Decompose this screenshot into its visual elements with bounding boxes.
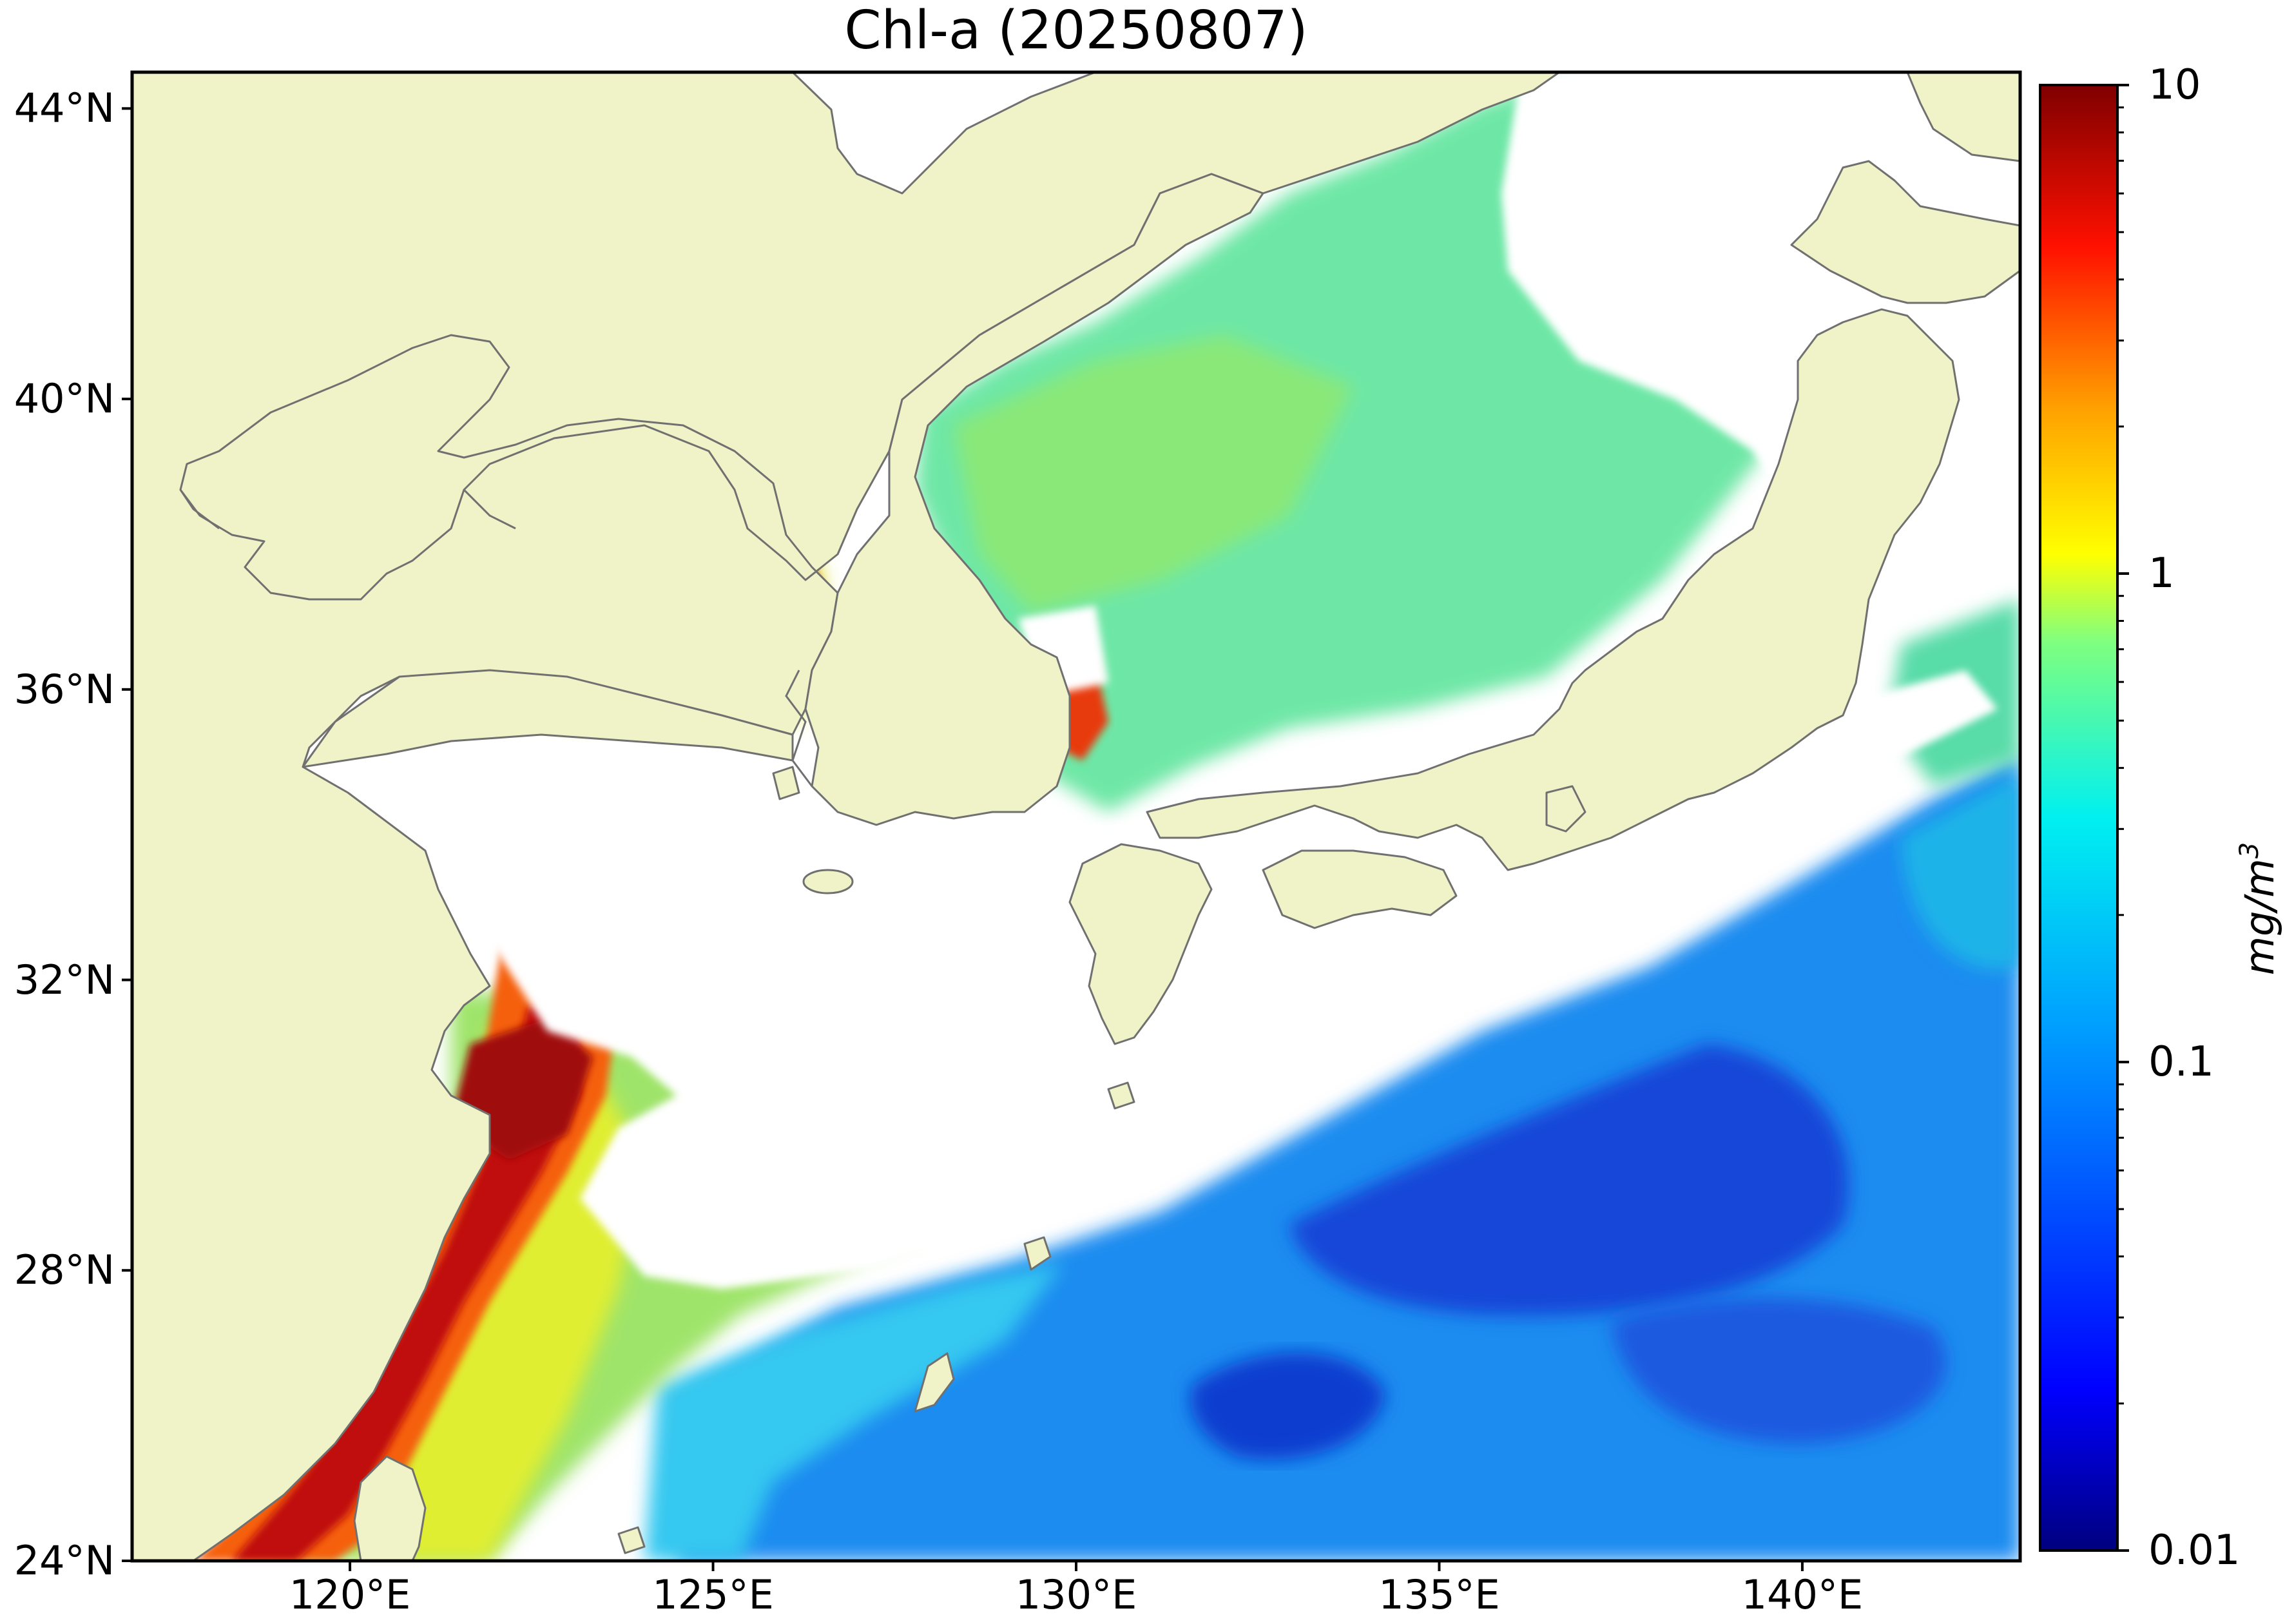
lat-tick-label: 40°N [14,375,115,423]
land-amami [1023,1236,1052,1271]
shelf-yellow-band [361,1031,644,1561]
lat-tick-label: 24°N [14,1537,115,1584]
colorbar-ticks [2117,84,2129,1552]
colorbar-tick-label: 10 [2148,61,2201,109]
land-jeju [802,869,854,894]
land-honshu [1146,308,1960,871]
land-yakushima [1107,1081,1135,1110]
deep-blue-patch-2 [1190,1352,1385,1460]
svg-text:mg/m3: mg/m3 [2236,842,2283,976]
unit-main: mg/m [2236,858,2283,975]
map-title: Chl-a (20250807) [844,0,1308,61]
lon-tick-label: 140°E [1741,1571,1864,1618]
sea-of-japan-green [954,335,1353,612]
land-miyako [617,1526,646,1554]
lat-tick-label: 44°N [14,84,115,132]
land-korea-peninsula [804,173,1264,826]
lon-tick-label: 120°E [289,1571,411,1618]
lon-tick-label: 125°E [652,1571,774,1618]
land-shikoku [1262,849,1458,929]
colorbar-tick-label: 1 [2148,550,2175,597]
deep-blue-patch-1 [1289,1044,1849,1316]
land-korea-west-islands [772,766,800,800]
lat-tick-label: 36°N [14,665,115,713]
deep-blue-patch-3 [1611,1297,1946,1444]
land-layer [132,72,2020,1561]
land-taiwan [353,1455,427,1561]
colorbar-tick-label: 0.01 [2148,1527,2241,1574]
land-hokkaido [1790,160,2020,304]
colorbar-unit-label: mg/m3 [2236,842,2283,976]
colorbar [2039,84,2119,1552]
coastline-detail-korea-west [785,670,813,787]
lat-tick-label: 28°N [14,1246,115,1294]
coastline-detail-bohai [179,488,516,530]
latitude-ticks [122,107,132,1562]
lon-tick-label: 130°E [1015,1571,1137,1618]
land-shandong [302,669,794,768]
longitude-ticks [349,1561,1804,1571]
map-panel [132,72,2020,1561]
colorbar-tick-label: 0.1 [2148,1038,2214,1086]
cyan-band [644,1263,1063,1561]
land-kyushu [1068,843,1213,1045]
land-hokkaido-north [1906,72,2020,162]
cyan-patch-east [1901,773,2020,970]
lon-tick-label: 135°E [1378,1571,1500,1618]
land-izu [1545,785,1586,833]
land-okinawa [914,1352,955,1413]
lat-tick-label: 32°N [14,956,115,1003]
unit-superscript: 3 [2236,842,2264,858]
